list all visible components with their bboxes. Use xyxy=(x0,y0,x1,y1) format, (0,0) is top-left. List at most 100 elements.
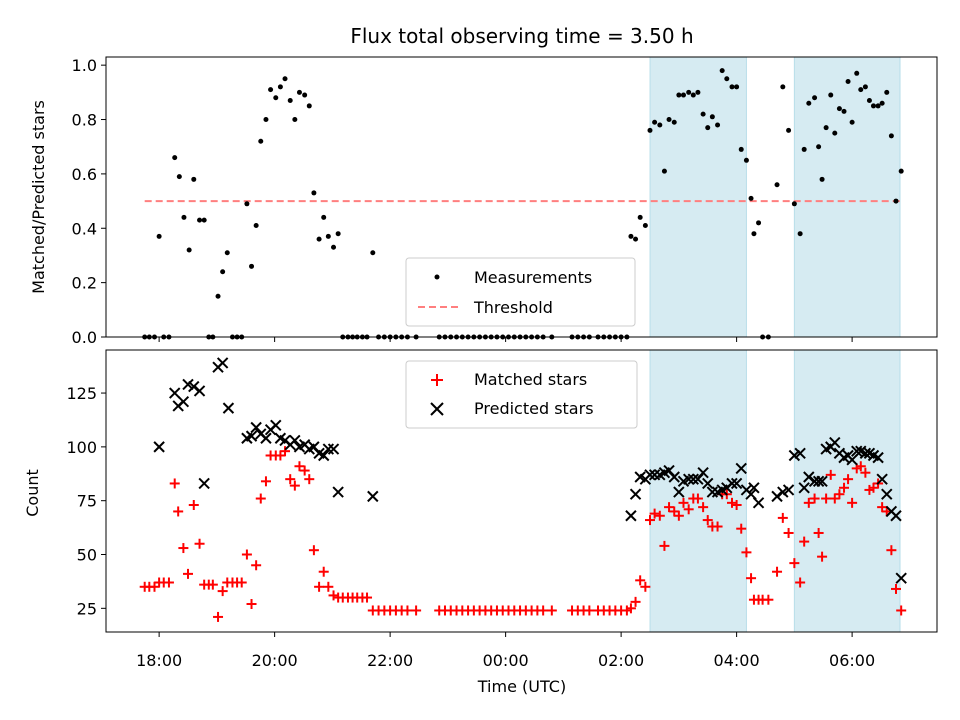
matched-point xyxy=(169,478,180,489)
matched-point xyxy=(896,605,907,616)
x-axis-label: Time (UTC) xyxy=(477,677,566,696)
matched-point xyxy=(809,493,820,504)
matched-point xyxy=(783,527,794,538)
predicted-point xyxy=(895,572,907,584)
y-tick-label: 0.4 xyxy=(72,219,97,238)
bottom-legend: Matched stars Predicted stars xyxy=(405,360,638,429)
x-tick-label: 00:00 xyxy=(483,651,529,670)
predicted-point xyxy=(318,449,330,462)
predicted-point xyxy=(803,471,815,483)
chart-title: Flux total observing time = 3.50 h xyxy=(350,24,693,48)
legend-measurements-label: Measurements xyxy=(474,268,592,287)
measurement-point xyxy=(282,76,288,82)
measurement-point xyxy=(292,117,298,123)
matched-point xyxy=(213,611,224,622)
matched-point xyxy=(799,536,810,547)
predicted-point xyxy=(782,484,795,496)
predicted-point xyxy=(726,477,738,490)
matched-point xyxy=(659,540,670,551)
top-panel: 0.0 0.2 0.4 0.6 0.8 1.0 Matched/Predicted sta… xyxy=(29,56,938,347)
shaded-span-0 xyxy=(649,56,747,338)
measurement-point xyxy=(637,214,643,220)
matched-point xyxy=(664,502,675,513)
measurement-point xyxy=(893,198,899,204)
measurement-point xyxy=(633,236,639,242)
measurement-point xyxy=(849,119,855,125)
top-x-ticks xyxy=(158,337,853,342)
measurement-point xyxy=(884,89,890,95)
matched-point xyxy=(538,605,549,616)
measurement-point xyxy=(780,84,786,90)
measurement-point xyxy=(676,92,682,98)
matched-point xyxy=(314,581,325,592)
predicted-point xyxy=(706,486,719,498)
bottom-shaded-spans xyxy=(649,349,901,633)
matched-point xyxy=(789,558,800,569)
measurement-point xyxy=(311,190,317,196)
legend-predicted-label: Predicted stars xyxy=(474,399,594,418)
matched-point xyxy=(411,605,422,616)
measurement-point xyxy=(898,168,904,174)
matched-point xyxy=(217,586,228,597)
predicted-point xyxy=(177,395,190,408)
measurement-point xyxy=(690,92,696,98)
matched-point xyxy=(285,474,296,485)
measurement-point xyxy=(705,125,711,131)
x-tick-label: 06:00 xyxy=(829,651,875,670)
measurement-point xyxy=(316,236,322,242)
measurement-point xyxy=(836,106,842,112)
bottom-x-ticks: 18:00 20:00 22:00 00:00 02:00 04:00 06:00 xyxy=(136,632,875,670)
matched-point xyxy=(260,476,271,487)
matched-point xyxy=(746,573,757,584)
measurement-point xyxy=(686,89,692,95)
measurement-point xyxy=(244,201,250,207)
predicted-point xyxy=(648,469,661,481)
x-tick-label: 02:00 xyxy=(598,651,644,670)
measurement-point xyxy=(719,68,725,74)
y-tick-label: 0.8 xyxy=(72,111,97,130)
top-legend-box xyxy=(405,257,636,327)
matched-point xyxy=(777,512,788,523)
matched-point xyxy=(640,581,651,592)
x-tick-label: 20:00 xyxy=(252,651,298,670)
matched-point xyxy=(821,493,832,504)
predicted-point xyxy=(798,482,810,494)
measurement-point xyxy=(866,97,872,103)
predicted-point xyxy=(250,421,262,434)
predicted-point xyxy=(872,451,884,464)
measurement-point xyxy=(715,122,721,128)
matched-point xyxy=(173,506,184,517)
measurement-point xyxy=(888,133,894,139)
predicted-point xyxy=(794,447,806,460)
measurement-point xyxy=(172,155,178,161)
measurement-point xyxy=(325,233,331,239)
measurement-point xyxy=(661,168,667,174)
predicted-point xyxy=(188,380,200,393)
matched-point xyxy=(817,551,828,562)
predicted-point xyxy=(222,402,235,414)
measurement-point xyxy=(806,100,812,106)
predicted-point xyxy=(771,490,783,503)
predicted-point xyxy=(216,357,229,369)
matched-point xyxy=(890,583,901,594)
predicted-point xyxy=(270,419,282,432)
matched-point xyxy=(294,461,305,472)
matched-point xyxy=(813,527,824,538)
predicted-point xyxy=(153,441,165,453)
matched-point xyxy=(702,515,713,526)
matched-point xyxy=(304,474,315,485)
measurement-point xyxy=(812,95,818,101)
x-tick-label: 18:00 xyxy=(136,651,182,670)
measurement-point xyxy=(845,78,851,84)
measurement-point xyxy=(224,250,230,256)
measurement-point xyxy=(191,176,197,182)
predicted-point xyxy=(876,473,888,485)
measurement-point xyxy=(870,103,876,109)
matched-point xyxy=(183,568,194,579)
matched-point xyxy=(255,493,266,504)
matched-point xyxy=(323,581,334,592)
measurement-point xyxy=(258,138,264,144)
measurement-point xyxy=(729,84,735,90)
bottom-panel: 25 50 75 100 125 18:00 20:00 22:00 00:00 02:00 04… xyxy=(23,349,938,696)
predicted-point xyxy=(735,462,747,475)
